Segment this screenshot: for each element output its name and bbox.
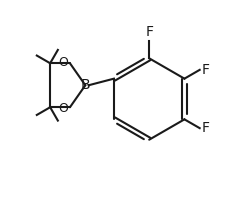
Text: F: F [202, 121, 209, 135]
Text: F: F [145, 24, 153, 38]
Text: O: O [58, 56, 68, 69]
Text: F: F [202, 63, 209, 77]
Text: B: B [80, 78, 90, 92]
Text: O: O [58, 102, 68, 115]
